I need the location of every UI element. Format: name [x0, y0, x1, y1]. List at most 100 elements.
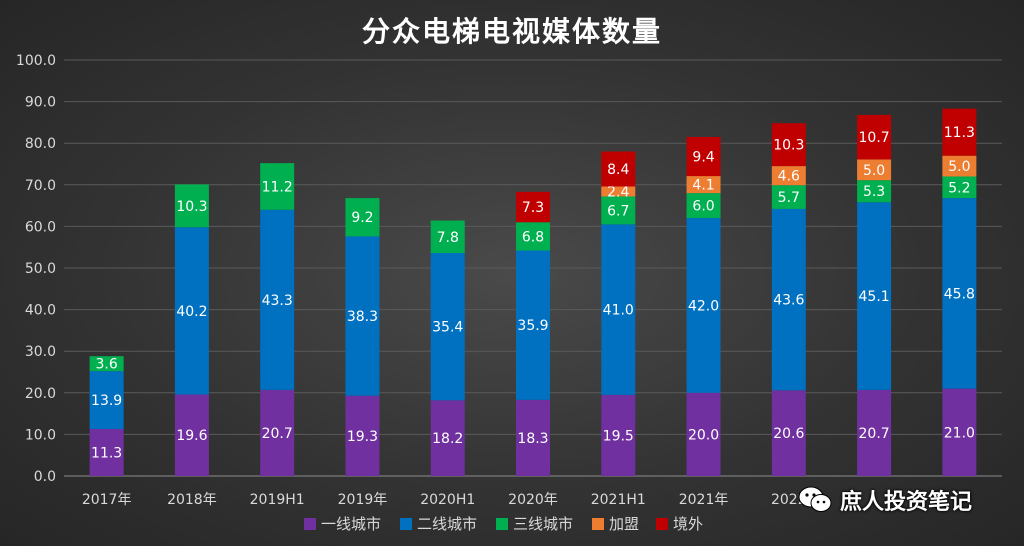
data-label: 45.8	[944, 286, 975, 302]
bar-segment	[771, 390, 806, 476]
data-label: 35.4	[432, 320, 463, 336]
data-label: 7.8	[437, 230, 459, 246]
y-tick-label: 90.0	[25, 95, 56, 111]
data-label: 42.0	[688, 298, 719, 314]
data-label: 5.3	[863, 184, 885, 200]
data-label: 6.8	[522, 229, 544, 245]
x-tick-label: 2021H1	[591, 492, 646, 508]
bar-segment	[430, 400, 465, 476]
bar-segment	[345, 395, 380, 476]
bar-segment	[942, 176, 977, 199]
bar-segment	[771, 185, 806, 209]
data-label: 19.6	[176, 428, 207, 444]
bar-segment	[516, 191, 550, 223]
y-tick-label: 30.0	[25, 344, 56, 360]
bar-segment	[260, 389, 295, 476]
bar-segment	[174, 394, 209, 476]
data-label: 11.3	[944, 125, 975, 141]
data-label: 9.4	[692, 150, 714, 166]
y-tick-label: 70.0	[25, 178, 56, 194]
data-label: 21.0	[944, 425, 975, 441]
bar-segment	[430, 220, 465, 254]
y-tick-label: 10.0	[25, 427, 56, 443]
data-label: 45.1	[859, 289, 890, 305]
bar-segment	[942, 198, 977, 389]
bar-segment	[686, 136, 721, 177]
bar-segment	[771, 208, 806, 391]
x-tick-label: 2019年	[338, 492, 388, 508]
data-label: 38.3	[347, 309, 378, 325]
data-label: 20.6	[773, 426, 804, 442]
x-tick-label: 2017年	[82, 492, 132, 508]
data-label: 11.2	[262, 179, 293, 195]
bar-segment	[857, 202, 892, 390]
data-label: 18.2	[432, 431, 463, 447]
y-tick-label: 50.0	[25, 261, 56, 277]
bar-segment	[174, 227, 209, 395]
data-label: 9.2	[351, 210, 373, 226]
y-tick-label: 80.0	[25, 136, 56, 152]
bar-segment	[516, 222, 550, 251]
data-label: 4.1	[692, 178, 714, 194]
bar-segment	[601, 224, 636, 395]
wechat-icon	[798, 486, 832, 512]
data-label: 20.7	[859, 426, 890, 442]
y-tick-label: 0.0	[34, 469, 56, 485]
data-label: 7.3	[522, 200, 544, 216]
bar-segment	[345, 198, 380, 237]
data-label: 5.2	[948, 180, 970, 196]
data-label: 13.9	[91, 393, 122, 409]
x-tick-label: 2020H1	[420, 492, 475, 508]
bar-segment	[89, 356, 124, 372]
legend-swatch	[656, 518, 668, 530]
x-tick-label: 2022	[771, 492, 807, 508]
bar-segment	[516, 399, 550, 476]
legend-label: 三线城市	[513, 515, 573, 533]
bar-segment	[601, 186, 636, 197]
y-tick-label: 40.0	[25, 303, 56, 319]
bar-segment	[686, 176, 721, 194]
data-label: 5.0	[863, 163, 885, 179]
watermark-text: 庶人投资笔记	[840, 490, 973, 515]
y-tick-label: 60.0	[25, 219, 56, 235]
data-label: 3.6	[96, 357, 118, 373]
data-label: 5.7	[778, 190, 800, 206]
x-tick-label: 2018年	[167, 492, 217, 508]
data-label: 5.0	[948, 159, 970, 175]
bar-segment	[516, 250, 550, 400]
data-label: 8.4	[607, 162, 629, 178]
data-label: 19.3	[347, 429, 378, 445]
data-label: 43.3	[262, 293, 293, 309]
bar-segment	[174, 184, 209, 228]
bar-segment	[89, 428, 124, 476]
data-label: 6.7	[607, 203, 629, 219]
data-label: 2.4	[607, 184, 629, 200]
x-tick-label: 2021年	[679, 492, 729, 508]
y-tick-label: 100.0	[16, 53, 56, 69]
watermark: 庶人投资笔记	[798, 484, 998, 516]
legend-swatch	[496, 518, 508, 530]
data-label: 41.0	[603, 303, 634, 319]
data-label: 35.9	[517, 318, 548, 334]
bar-segment	[601, 196, 636, 225]
data-label: 4.6	[778, 169, 800, 185]
legend-label: 加盟	[609, 515, 639, 533]
bar-segment	[857, 389, 892, 476]
data-label: 10.7	[859, 130, 890, 146]
legend-label: 二线城市	[417, 515, 477, 533]
legend-label: 一线城市	[321, 515, 381, 533]
legend-swatch	[400, 518, 412, 530]
chart-title: 分众电梯电视媒体数量	[361, 15, 662, 48]
bar-segment	[942, 108, 977, 156]
legend-swatch	[592, 518, 604, 530]
data-label: 6.0	[692, 199, 714, 215]
data-label: 19.5	[603, 428, 634, 444]
bar-segment	[857, 180, 892, 203]
bar-segment	[601, 394, 636, 476]
data-label: 11.3	[91, 445, 122, 461]
bar-segment	[89, 371, 124, 429]
x-tick-label: 2020年	[508, 492, 558, 508]
data-label: 43.6	[773, 293, 804, 309]
